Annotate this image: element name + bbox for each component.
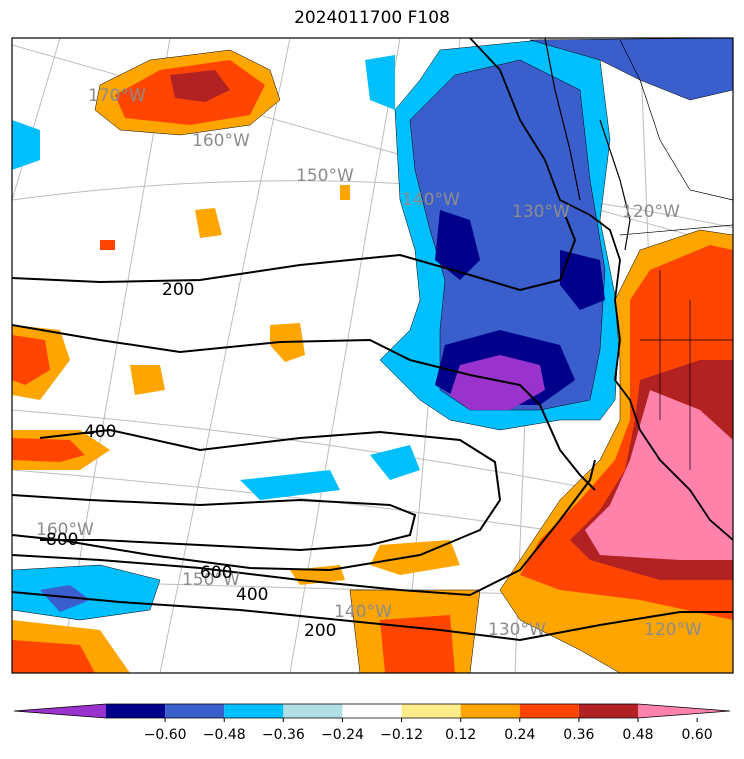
colorbar-tick-label: 0.24 <box>504 727 535 743</box>
contour-label: 200 <box>162 280 194 300</box>
contour-label: 200 <box>304 621 336 641</box>
contour-labels: 200 400 800 600 400 200 <box>46 280 336 641</box>
colorbar-segment <box>106 704 166 718</box>
colorbar-tick-label: −0.60 <box>144 727 187 743</box>
lon-label: 140°W <box>334 602 392 622</box>
colorbar-tick-label: −0.36 <box>262 727 305 743</box>
colorbar-segment <box>224 704 284 718</box>
colorbar-tick-label: −0.48 <box>203 727 246 743</box>
lon-label: 160°W <box>36 520 94 540</box>
colorbar-tick-label: 0.12 <box>445 727 476 743</box>
colorbar-segment <box>342 704 402 718</box>
lon-label: 160°W <box>192 131 250 151</box>
longitude-labels: 170°W 160°W 150°W 140°W 130°W 120°W 160°… <box>36 86 702 640</box>
contour-label: 400 <box>236 585 268 605</box>
lon-label: 130°W <box>488 620 546 640</box>
height-contours <box>12 214 733 642</box>
colorbar: −0.60 −0.48 −0.36 −0.24 −0.12 0.12 0.24 0.36 0.4… <box>13 703 731 743</box>
colorbar-tick-label: 0.60 <box>682 727 713 743</box>
coastlines <box>469 38 733 541</box>
contour-label: 800 <box>46 530 78 550</box>
colorbar-segment <box>578 704 638 718</box>
map-area <box>12 38 733 673</box>
lon-label: 140°W <box>402 190 460 210</box>
map-frame <box>11 37 734 674</box>
colorbar-tick-label: −0.12 <box>380 727 423 743</box>
contour-label: 400 <box>84 422 116 442</box>
colorbar-segment <box>401 704 461 718</box>
colorbar-outline <box>13 703 731 719</box>
colorbar-segment <box>283 704 343 718</box>
colorbar-segment <box>519 704 579 718</box>
colorbar-tick-label: 0.36 <box>563 727 594 743</box>
lon-label: 120°W <box>622 202 680 222</box>
colorbar-segment <box>165 704 225 718</box>
lon-label: 120°W <box>644 620 702 640</box>
colorbar-tick-label: −0.24 <box>321 727 364 743</box>
colorbar-segment <box>14 704 106 718</box>
colorbar-segment <box>460 704 520 718</box>
lon-label: 150°W <box>182 570 240 590</box>
colorbar-tick-label: 0.48 <box>622 727 653 743</box>
positive-anomaly-region <box>12 49 733 673</box>
lon-label: 150°W <box>296 166 354 186</box>
map-title: 2024011700 F108 <box>294 8 450 28</box>
lon-label: 170°W <box>88 86 146 106</box>
contour-label: 600 <box>200 563 232 583</box>
colorbar-segment <box>638 704 730 718</box>
lon-label: 130°W <box>512 202 570 222</box>
